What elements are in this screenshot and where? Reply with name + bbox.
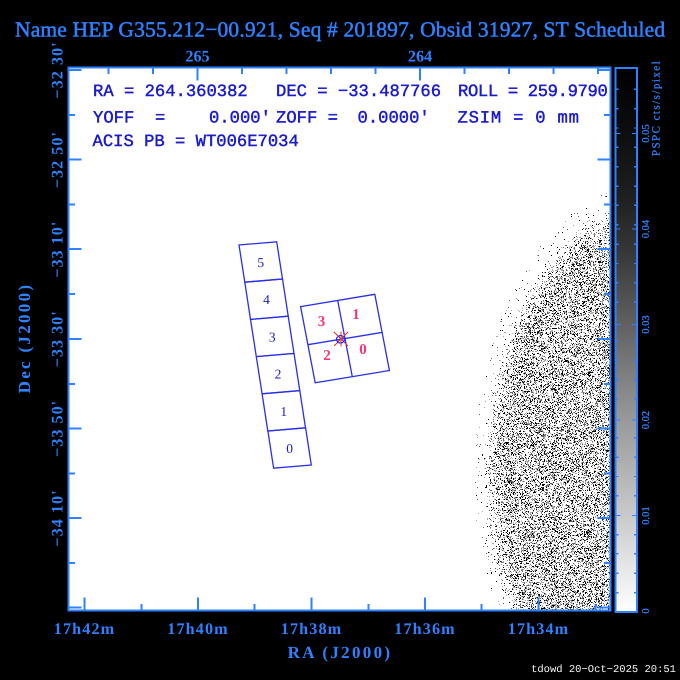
- svg-text:−33 30': −33 30': [49, 310, 67, 367]
- svg-text:Dec (J2000): Dec (J2000): [15, 283, 34, 394]
- svg-text:17h36m: 17h36m: [394, 620, 455, 638]
- svg-text:0: 0: [641, 608, 652, 613]
- svg-text:PSPC cts/s/pixel: PSPC cts/s/pixel: [651, 60, 663, 156]
- svg-text:Name HEP G355.212−00.921, Seq: Name HEP G355.212−00.921, Seq # 201897, …: [15, 18, 665, 42]
- svg-text:RA = 264.360382: RA = 264.360382: [93, 83, 248, 102]
- svg-text:−34 10': −34 10': [49, 489, 67, 546]
- svg-text:17h38m: 17h38m: [281, 620, 342, 638]
- svg-text:0.01: 0.01: [641, 506, 652, 524]
- svg-text:RA (J2000): RA (J2000): [288, 643, 393, 662]
- svg-text:17h42m: 17h42m: [54, 620, 115, 638]
- svg-text:0.03: 0.03: [641, 315, 652, 333]
- svg-text:2: 2: [323, 348, 331, 364]
- svg-text:2: 2: [275, 367, 282, 382]
- svg-text:264: 264: [408, 48, 432, 66]
- svg-text:0.05: 0.05: [641, 124, 652, 142]
- svg-text:0: 0: [359, 342, 367, 358]
- svg-text:17h40m: 17h40m: [167, 620, 228, 638]
- svg-text:tdowd 20−Oct−2025 20:51: tdowd 20−Oct−2025 20:51: [531, 664, 676, 676]
- svg-text:0.02: 0.02: [641, 411, 652, 429]
- svg-text:1: 1: [352, 307, 360, 323]
- svg-text:ACIS PB = WT006E7034: ACIS PB = WT006E7034: [93, 133, 299, 152]
- svg-text:ZOFF =: ZOFF =: [276, 110, 338, 129]
- svg-text:0.04: 0.04: [641, 219, 652, 238]
- svg-text:−33 10': −33 10': [49, 221, 67, 278]
- svg-text:=: =: [155, 110, 165, 129]
- svg-text:17h34m: 17h34m: [508, 620, 569, 638]
- svg-text:3: 3: [318, 314, 326, 330]
- svg-text:DEC = −33.487766: DEC = −33.487766: [276, 83, 441, 102]
- svg-text:1: 1: [280, 404, 287, 419]
- svg-text:−32 30': −32 30': [49, 41, 67, 98]
- svg-text:ZSIM = 0 mm: ZSIM = 0 mm: [458, 110, 580, 129]
- svg-text:YOFF: YOFF: [93, 110, 134, 129]
- svg-text:ROLL = 259.9790: ROLL = 259.9790: [458, 83, 607, 102]
- svg-text:−33 50': −33 50': [49, 400, 67, 457]
- svg-text:0.000': 0.000': [209, 110, 271, 129]
- svg-text:265: 265: [185, 48, 209, 66]
- svg-text:0: 0: [286, 441, 293, 456]
- svg-text:3: 3: [269, 329, 276, 344]
- svg-text:−32 50': −32 50': [49, 131, 67, 188]
- svg-text:5: 5: [257, 255, 264, 270]
- svg-text:4: 4: [263, 292, 270, 307]
- svg-text:0.0000': 0.0000': [358, 110, 430, 129]
